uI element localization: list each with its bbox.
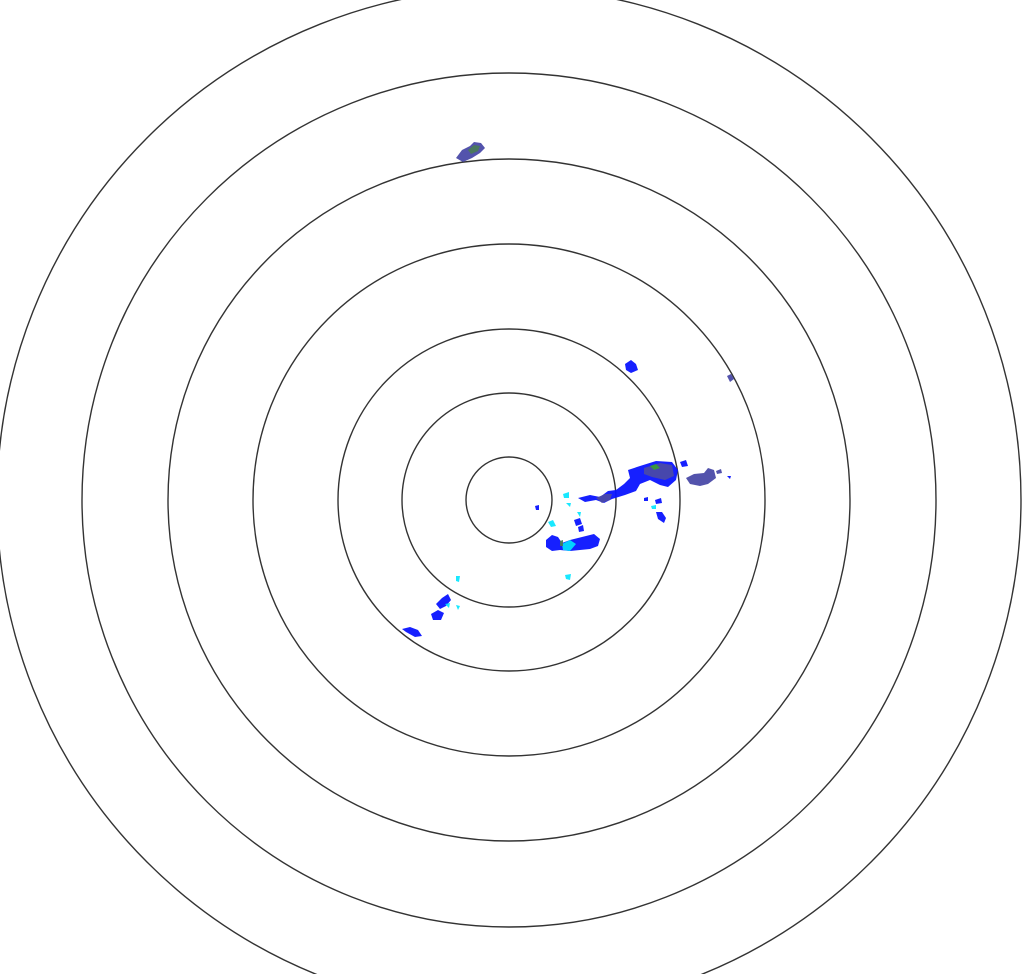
echo-se-light-4 [566,503,571,507]
echo-ne-2 [727,374,734,382]
precipitation-echoes [402,142,734,637]
echo-east-far-2 [680,460,688,467]
range-ring-1 [465,456,553,544]
echo-se-light-1 [563,492,569,498]
echo-east-far-4 [727,476,731,479]
echo-sw-1 [436,594,451,609]
echo-east-far [686,468,716,486]
echo-near-center [535,505,539,510]
echo-se-light-3 [565,574,571,580]
echo-east-cell-a [655,498,662,504]
echo-sw-2 [431,610,444,620]
echo-sw-3 [402,627,422,637]
echo-east-band-tail [596,494,612,503]
echo-sw-light-1 [456,576,460,582]
echo-se-cell-2 [578,525,584,532]
echo-se-band-light [562,540,576,551]
range-ring-6 [81,72,937,928]
echo-east-far-3 [716,469,722,474]
echo-east-cell-b [656,512,666,523]
range-ring-3 [337,328,681,672]
echo-east-band-core [650,464,660,470]
echo-se-band-core [560,540,563,546]
echo-se-cell-1 [574,518,582,526]
echo-north-core [468,145,480,154]
echo-ne-1 [625,360,638,373]
echo-east-cell-c [651,505,656,509]
echo-sw-light-3 [456,605,460,610]
range-ring-4 [252,243,766,757]
range-ring-5 [167,158,851,842]
echo-se-light-2 [548,520,556,527]
echo-sw-light-2 [445,603,450,608]
echo-east-cell-d [644,497,648,501]
range-ring-2 [401,392,617,608]
echo-se-light-5 [577,512,581,517]
